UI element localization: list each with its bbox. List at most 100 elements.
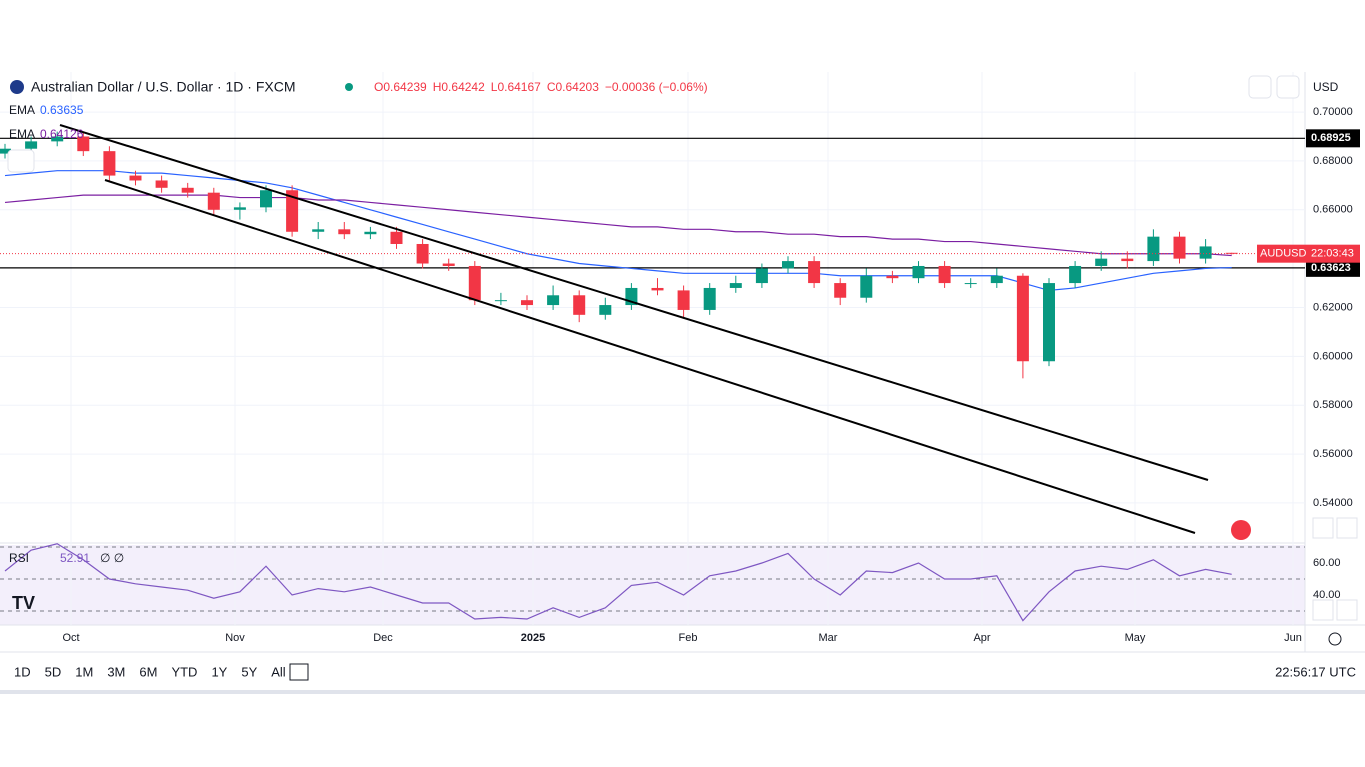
candle-body — [547, 295, 560, 306]
x-tick-label: Apr — [973, 632, 990, 644]
flag-icon — [10, 80, 24, 94]
bottom-bar — [0, 690, 1365, 694]
rsi-tick-label: 60.00 — [1313, 557, 1341, 569]
plot-bg — [0, 72, 1305, 625]
candle-body — [390, 231, 403, 244]
candle-body — [834, 283, 847, 298]
y-tick-label: 0.68000 — [1313, 155, 1353, 167]
candle-body — [1199, 246, 1212, 259]
last-label-bg — [1257, 244, 1360, 263]
range-button[interactable]: All — [271, 664, 286, 679]
price-label-bg — [1306, 129, 1360, 148]
candle-body — [338, 229, 351, 235]
rsi-extra: ∅ ∅ — [100, 551, 124, 565]
candle-body — [181, 187, 194, 193]
x-tick-label: Feb — [679, 632, 698, 644]
candle-body — [494, 300, 507, 302]
auto-button[interactable] — [1312, 599, 1334, 621]
candle-body — [286, 190, 299, 232]
candle-body — [1147, 236, 1160, 262]
event-icon[interactable] — [1231, 520, 1251, 540]
candle-body — [964, 283, 977, 285]
candle-body — [1069, 265, 1082, 284]
candle-body — [1095, 258, 1108, 266]
fullscreen-button[interactable] — [1276, 75, 1300, 99]
y-tick-label: 0.66000 — [1313, 204, 1353, 216]
settings-icon[interactable] — [1328, 632, 1342, 646]
candle-body — [233, 207, 246, 210]
candle-body — [442, 263, 455, 266]
candle-body — [312, 229, 325, 232]
candle-body — [129, 175, 142, 181]
candle-body — [1173, 236, 1186, 259]
candle-body — [103, 151, 116, 176]
range-button[interactable]: 1D — [14, 664, 31, 679]
y-tick-label: 0.58000 — [1313, 399, 1353, 411]
rsi-value: 52.91 — [60, 551, 90, 565]
date-range-icon[interactable] — [289, 663, 309, 681]
candle-body — [521, 300, 533, 306]
candle-body — [912, 265, 925, 279]
tv-logo: TV — [12, 593, 35, 613]
rsi-bg — [0, 545, 1305, 625]
x-tick-label: Dec — [373, 632, 393, 644]
range-button[interactable]: 1Y — [211, 664, 227, 679]
ohlc-value: L0.64167 — [491, 80, 541, 94]
log-button[interactable] — [1336, 517, 1358, 539]
candle-body — [1043, 283, 1055, 362]
status-dot — [345, 83, 353, 91]
candle-body — [990, 275, 1003, 284]
legend-value: 0.64126 — [40, 127, 84, 141]
trend-line — [104, 179, 1196, 534]
range-button[interactable]: 1M — [75, 664, 93, 679]
y-tick-label: 0.70000 — [1313, 106, 1353, 118]
candle-body — [677, 290, 690, 310]
candle-body — [1225, 252, 1238, 254]
candle-body — [207, 192, 220, 210]
y-tick-label: 0.62000 — [1313, 301, 1353, 313]
range-button[interactable]: YTD — [171, 664, 197, 679]
price-label: 0.68925 — [1311, 132, 1351, 144]
x-tick-label: May — [1125, 632, 1146, 644]
candle-body — [599, 305, 612, 315]
price-label-bg — [1306, 258, 1360, 277]
x-tick-label: Jun — [1284, 632, 1302, 644]
candle-body — [782, 261, 794, 269]
auto-button[interactable] — [1312, 517, 1334, 539]
symbol-title: Australian Dollar / U.S. Dollar · 1D · F… — [31, 79, 296, 95]
candle-body — [364, 231, 377, 235]
candle-body — [51, 136, 64, 142]
y-tick-label: 0.54000 — [1313, 497, 1353, 509]
rsi-tick-label: 40.00 — [1313, 589, 1341, 601]
candle-body — [729, 283, 742, 288]
range-button[interactable]: 5Y — [241, 664, 257, 679]
price-label: 0.63623 — [1311, 262, 1351, 274]
y-tick-label: 0.56000 — [1313, 448, 1353, 460]
candle-body — [1016, 275, 1029, 362]
currency[interactable]: USD — [1313, 80, 1339, 94]
clock: 22:56:17 UTC — [1275, 664, 1356, 679]
legend-value: 0.63635 — [40, 103, 84, 117]
candle-body — [260, 190, 272, 208]
ohlc-value: −0.00036 (−0.06%) — [605, 80, 708, 94]
scroll-button[interactable] — [1248, 75, 1272, 99]
candle-body — [0, 148, 11, 154]
trend-line — [59, 124, 1209, 481]
candle-body — [573, 295, 586, 315]
rsi-name: RSI — [9, 551, 29, 565]
range-button[interactable]: 5D — [45, 664, 62, 679]
candle-body — [651, 287, 664, 291]
candle-body — [25, 141, 38, 149]
y-tick-label: 0.60000 — [1313, 350, 1353, 362]
log-button[interactable] — [1336, 599, 1358, 621]
range-button[interactable]: 6M — [139, 664, 157, 679]
x-tick-label: Nov — [225, 632, 245, 644]
candle-body — [938, 265, 951, 284]
range-button[interactable]: 3M — [107, 664, 125, 679]
x-tick-label: 2025 — [521, 632, 545, 644]
candle-body — [808, 261, 821, 284]
candle-body — [77, 136, 90, 152]
collapse-button[interactable] — [7, 149, 35, 173]
